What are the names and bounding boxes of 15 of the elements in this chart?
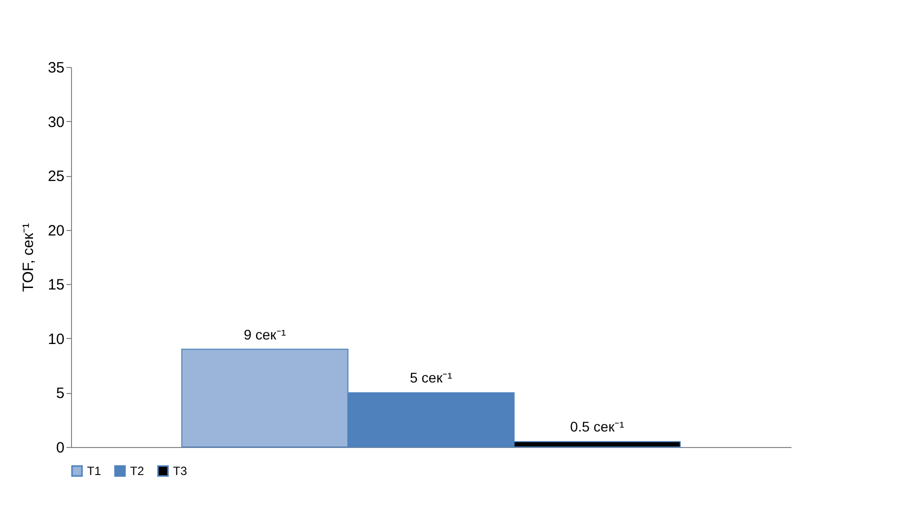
y-tick-label: 15	[48, 276, 64, 294]
data-label: 0.5 сек⁻¹	[570, 418, 624, 435]
y-tick-label: 25	[48, 168, 64, 186]
y-tick-label: 35	[48, 60, 64, 76]
y-axis-title: TOF, сек⁻¹	[20, 223, 37, 292]
data-label: 9 сек⁻¹	[244, 326, 286, 342]
y-tick-label: 10	[48, 330, 64, 348]
y-tick-label: 0	[56, 440, 64, 456]
y-tick-label: 5	[56, 385, 64, 402]
y-tick-label: 20	[48, 222, 64, 240]
legend-label: T2	[130, 464, 144, 478]
data-label: 5 сек⁻¹	[410, 370, 452, 386]
legend-label: T3	[173, 464, 188, 478]
legend-label: T1	[87, 464, 102, 478]
y-tick-label: 30	[48, 114, 64, 131]
